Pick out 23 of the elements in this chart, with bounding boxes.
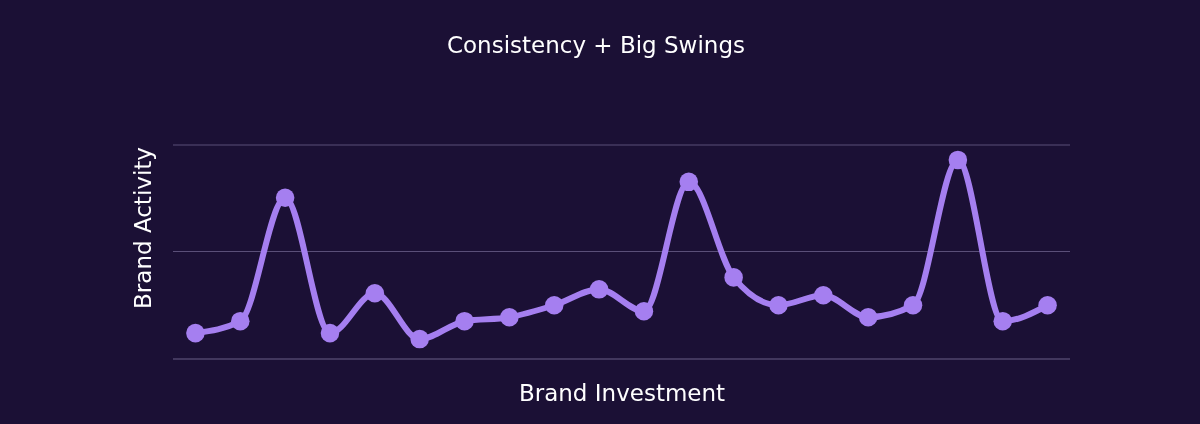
point bbox=[679, 172, 699, 192]
point bbox=[948, 150, 968, 170]
point bbox=[814, 286, 833, 305]
point bbox=[858, 307, 878, 327]
point bbox=[769, 296, 788, 315]
point bbox=[500, 307, 519, 327]
point bbox=[1038, 296, 1057, 315]
chart-title: Consistency + Big Swings bbox=[446, 32, 746, 58]
point bbox=[186, 323, 205, 343]
point bbox=[589, 280, 609, 299]
point bbox=[231, 311, 250, 331]
point bbox=[275, 188, 295, 208]
point bbox=[410, 329, 429, 349]
point bbox=[320, 323, 340, 343]
x-axis-title: Brand Investment bbox=[518, 380, 726, 406]
point bbox=[993, 311, 1012, 331]
point bbox=[634, 301, 654, 321]
point bbox=[365, 284, 385, 303]
y-axis-title: Brand Activity bbox=[130, 147, 156, 309]
point bbox=[455, 311, 474, 331]
point bbox=[724, 268, 743, 287]
point bbox=[903, 296, 923, 315]
point bbox=[544, 296, 564, 315]
